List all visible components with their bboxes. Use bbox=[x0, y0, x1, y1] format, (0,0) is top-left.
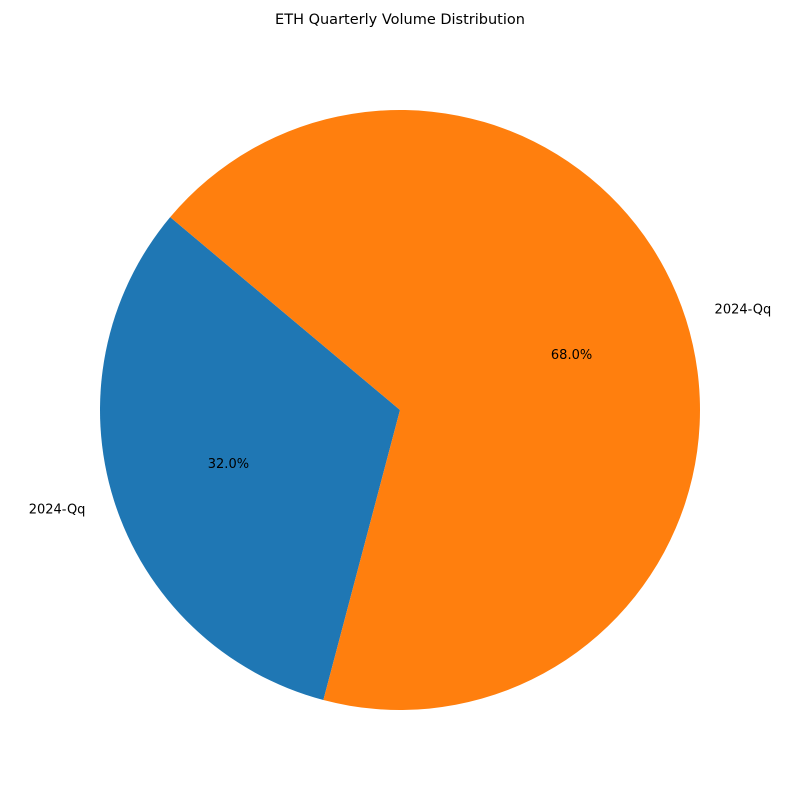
pie-slice-1 bbox=[170, 110, 700, 711]
slice-category-label-1: 2024-Qq bbox=[715, 303, 772, 318]
pie-slice-0 bbox=[99, 217, 400, 701]
slice-category-label-0: 2024-Qq bbox=[29, 502, 86, 517]
chart-title: ETH Quarterly Volume Distribution bbox=[275, 12, 525, 28]
slice-percent-label-0: 32.0% bbox=[208, 457, 249, 472]
slice-percent-label-1: 68.0% bbox=[551, 348, 592, 363]
